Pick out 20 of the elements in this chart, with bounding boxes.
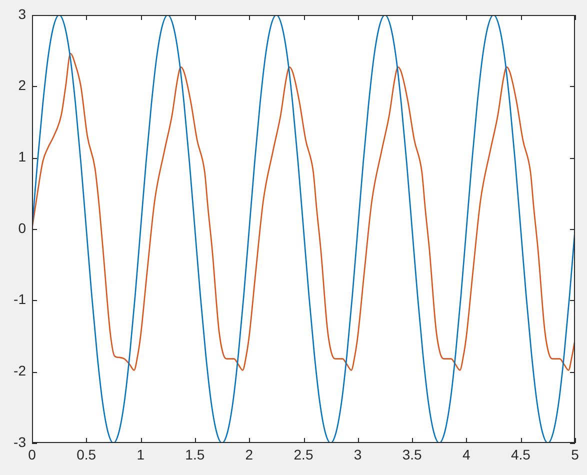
y-tick-label: 1 (18, 148, 26, 165)
x-tick-label: 1 (136, 446, 145, 462)
y-tick-label: 2 (18, 77, 26, 94)
x-tick-label: 4.5 (510, 446, 531, 462)
y-tick-label: -2 (14, 362, 26, 379)
x-tick-label: 2 (245, 446, 254, 462)
y-tick-label: -3 (14, 434, 26, 450)
y-tick-label: 0 (18, 220, 26, 236)
x-tick-label: 5 (571, 446, 580, 462)
x-tick-label: 0 (28, 446, 36, 462)
x-tick-label: 2.5 (294, 446, 314, 462)
line-series (32, 15, 575, 443)
x-tick-label: 0.5 (76, 446, 96, 462)
x-tick-label: 1.5 (185, 446, 205, 462)
x-tick-label: 3.5 (402, 446, 422, 462)
x-tick-label: 3 (354, 446, 362, 462)
line-series (32, 52, 575, 371)
y-tick-label: 3 (18, 6, 26, 22)
x-tick-label: 4 (462, 446, 470, 462)
y-tick-label: -1 (14, 291, 26, 308)
